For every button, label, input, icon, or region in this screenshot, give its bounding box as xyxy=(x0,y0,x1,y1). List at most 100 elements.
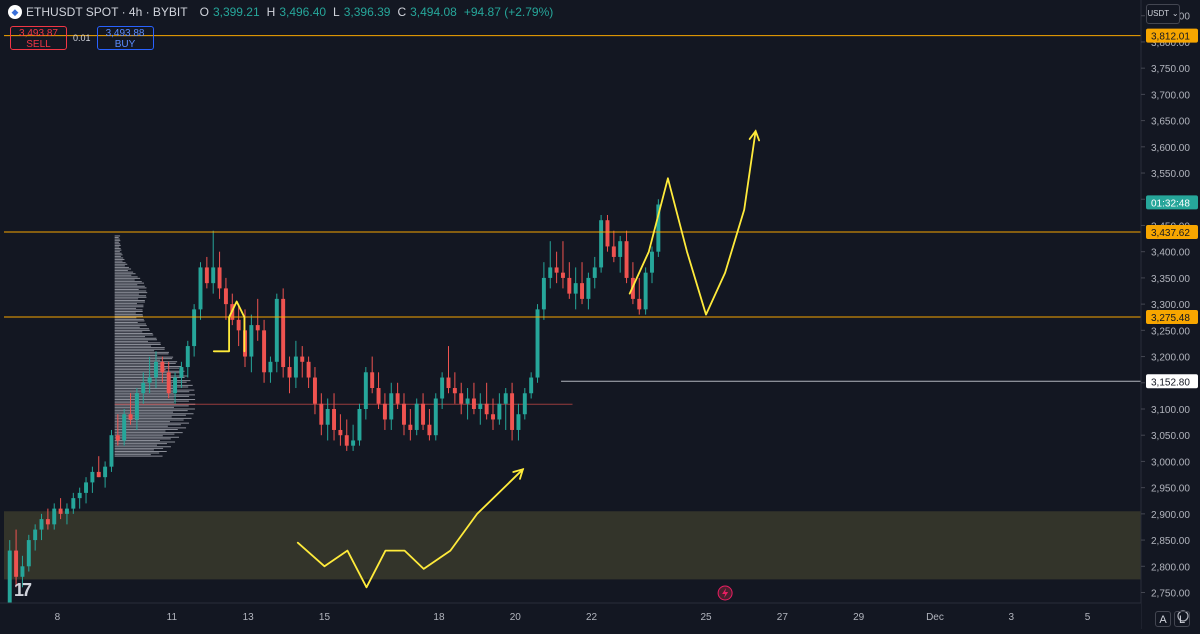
freehand-drawing xyxy=(628,130,757,316)
candle xyxy=(128,393,133,425)
candle xyxy=(414,398,419,436)
time-tick-label: 13 xyxy=(243,612,255,623)
candle-body xyxy=(160,361,165,373)
candle xyxy=(541,262,546,320)
price-tick-label: 3,050.00 xyxy=(1151,431,1190,442)
candle xyxy=(166,361,171,399)
spread-value: 0.01 xyxy=(73,33,91,43)
candle-body xyxy=(115,435,120,441)
candle xyxy=(39,513,44,541)
log-scale-label: L xyxy=(1178,614,1186,626)
candle-body xyxy=(586,277,591,299)
candle-body xyxy=(592,267,597,278)
candle xyxy=(211,230,216,294)
candle-body xyxy=(421,403,426,425)
candle-body xyxy=(395,393,400,404)
candle-body xyxy=(255,325,260,331)
candle xyxy=(134,388,139,430)
candle xyxy=(402,393,406,436)
candle-body xyxy=(192,309,197,347)
candle xyxy=(249,314,254,373)
time-tick-label: 22 xyxy=(586,612,598,623)
lightning-bolt-icon xyxy=(722,588,729,598)
candle-body xyxy=(516,414,521,430)
time-tick-label: 18 xyxy=(433,612,445,623)
time-tick-label: 5 xyxy=(1085,612,1091,623)
candle-body xyxy=(39,519,44,530)
time-tick-label: 3 xyxy=(1008,612,1014,623)
price-tick-label: 3,700.00 xyxy=(1151,90,1190,101)
candle xyxy=(624,230,629,284)
candle-body xyxy=(370,372,375,389)
candle xyxy=(71,492,76,514)
price-tick-label: 3,800.00 xyxy=(1151,38,1190,49)
candle xyxy=(90,466,95,493)
candle-body xyxy=(319,403,324,425)
sell-button[interactable]: 3,493.87 SELL xyxy=(10,26,67,50)
buy-button[interactable]: 3,493.88 BUY xyxy=(96,26,154,50)
candle xyxy=(459,382,464,415)
candle xyxy=(319,393,324,436)
candle xyxy=(293,340,298,389)
candle xyxy=(332,393,337,441)
price-tick-label: 3,550.00 xyxy=(1151,169,1190,180)
candle xyxy=(484,382,489,420)
candle xyxy=(370,356,375,394)
price-tick-label: 2,850.00 xyxy=(1151,536,1190,547)
candle xyxy=(637,277,642,315)
candle xyxy=(58,498,63,520)
candle-body xyxy=(217,267,222,289)
candle xyxy=(287,356,292,394)
time-axis-bg xyxy=(0,603,1141,629)
candle-body xyxy=(274,298,279,362)
price-tick-label: 3,100.00 xyxy=(1151,405,1190,416)
candle xyxy=(427,408,432,441)
candle-body xyxy=(376,388,381,404)
level-price-badge-bg xyxy=(1146,28,1198,43)
candle-body xyxy=(338,429,343,436)
candle xyxy=(643,267,648,315)
candle xyxy=(33,524,38,551)
candle-body xyxy=(408,424,413,430)
candle xyxy=(14,529,19,588)
candle xyxy=(115,414,120,446)
candle xyxy=(573,267,578,310)
candle xyxy=(376,372,381,409)
candle-body xyxy=(173,377,178,394)
candle xyxy=(465,388,470,420)
candle xyxy=(446,346,451,394)
currency-select[interactable]: USDT ⌄ xyxy=(1146,4,1180,24)
candle xyxy=(64,503,69,525)
price-tick-label: 2,900.00 xyxy=(1151,510,1190,521)
candle-body xyxy=(389,393,394,420)
low-label: L xyxy=(333,5,340,19)
volume-profile xyxy=(114,235,196,457)
time-tick-label: 20 xyxy=(510,612,522,623)
auto-scale-button[interactable]: A xyxy=(1155,611,1171,627)
candle-body xyxy=(471,398,476,409)
candle-body xyxy=(103,466,108,478)
time-tick-label: Dec xyxy=(926,612,944,623)
candle xyxy=(440,372,445,409)
level-price-badge-bg xyxy=(1146,224,1198,239)
candle xyxy=(141,372,146,404)
candle xyxy=(580,262,585,305)
symbol-title[interactable]: ETHUSDT SPOT · 4h · BYBIT xyxy=(26,5,188,19)
candle-body xyxy=(7,550,12,603)
candle-body xyxy=(643,272,648,310)
candle xyxy=(192,304,197,357)
auto-scale-label: A xyxy=(1159,614,1167,626)
open-label: O xyxy=(199,5,209,19)
time-tick-label: 15 xyxy=(319,612,331,623)
low-value: 3,396.39 xyxy=(343,5,391,19)
candle-body xyxy=(211,267,216,284)
candle xyxy=(586,272,591,310)
currency-label: USDT xyxy=(1147,9,1170,18)
log-scale-button[interactable]: L xyxy=(1174,611,1190,627)
high-label: H xyxy=(266,5,276,19)
ray-price-badge: 3,152.80 xyxy=(1151,377,1190,388)
candle-body xyxy=(465,398,470,404)
tradingview-logo-icon[interactable]: 17 xyxy=(14,580,32,600)
